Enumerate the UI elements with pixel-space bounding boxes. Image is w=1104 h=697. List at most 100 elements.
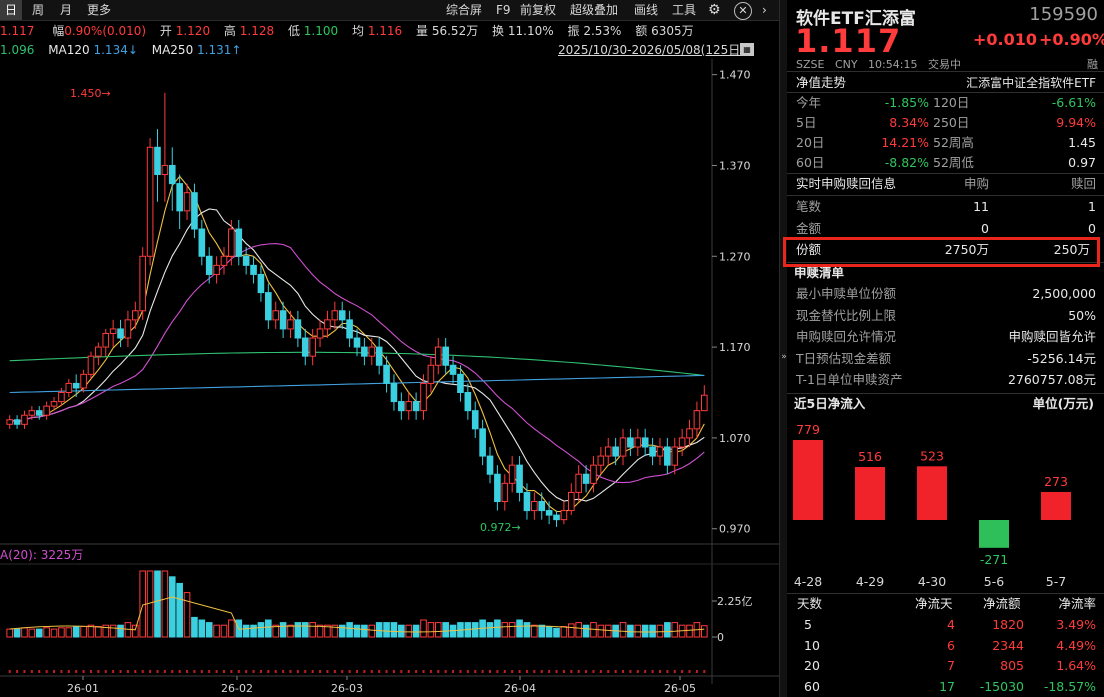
signal-marker [607,670,610,673]
tab-day[interactable]: 日 [0,0,22,20]
signal-marker [570,670,573,673]
perf-label: 5日 [796,115,817,130]
stat-header-days: 天数 [797,596,823,611]
chart-mode-icon[interactable]: ▦ [740,43,754,56]
candle-body [361,346,368,357]
stat-header-amount: 净流额 [983,596,1021,611]
tab-month[interactable]: 月 [59,3,72,17]
highlight-box [783,237,1100,267]
kline-chart[interactable]: 1.470 1.370 1.270 1.170 1.070 0.970 0 2.25亿 1.4… [0,59,780,697]
candle-body [183,192,191,212]
candle-body [117,328,124,339]
tab-more[interactable]: 更多 [86,3,111,17]
nav-desc: 汇添富中证全指软件ETF [966,76,1096,90]
candle-body [686,428,693,439]
collapse-icon[interactable]: » [781,352,787,362]
volume-bar [545,626,553,638]
date-range[interactable]: 2025/10/30-2026/05/08(125日) [558,43,745,57]
signal-marker [629,670,632,673]
signal-marker [415,670,418,673]
signal-marker [289,670,292,673]
volume-bar [375,622,383,638]
volume-bar [324,624,331,638]
f9-button[interactable]: F9 [496,3,511,17]
volume-bar [619,622,627,638]
close-icon[interactable]: ✕ [734,2,752,20]
signal-marker [267,670,270,673]
signal-marker [296,670,299,673]
signal-marker [304,670,307,673]
signal-marker [245,670,248,673]
composite-screen-button[interactable]: 综合屏 [446,3,483,17]
volume-bar [28,628,36,638]
candle-body [501,482,509,502]
list-value: 申购赎回皆允许 [1008,329,1096,344]
tools-button[interactable]: 工具 [672,3,697,17]
perf-value: 0.97 [1068,155,1096,170]
volume-bar [6,628,14,638]
candle-body [95,346,102,357]
panel-divider[interactable]: » [779,0,788,697]
signal-marker [444,670,447,673]
candle-body [198,228,206,257]
open-label: 开 [159,24,172,38]
tab-week[interactable]: 周 [31,3,44,17]
signal-marker [503,670,506,673]
volume-bar [597,624,605,638]
candle-body [168,164,176,185]
last-price: 1.117 [0,24,35,38]
draw-line-button[interactable]: 画线 [634,3,659,17]
stat-header-count: 净流天 [915,596,953,611]
list-value: 2,500,000 [1032,286,1096,301]
volume-bar [361,624,368,638]
avg-value: 1.116 [367,24,403,38]
date-tick-label: 26-03 [331,682,363,695]
stat-row: 60 17 -15030 -18.57% [787,677,1104,697]
volume-bar [442,622,449,638]
list-label: 申购赎回允许情况 [796,329,897,344]
list-label: T日预估现金差额 [796,350,892,366]
candle-body [427,364,435,384]
volume-bar [420,619,427,638]
nav-row[interactable]: 净值走势 汇添富中证全指软件ETF [787,73,1104,93]
perf-label: 250日 [933,115,970,130]
candle-body [612,446,619,457]
list-title: 申赎清单 [794,265,845,280]
volume-bar [641,624,649,638]
high-value: 1.128 [239,24,275,38]
perf-row: 5日 8.34% 250日 9.94% [787,113,1104,133]
date-tick-label: 26-02 [221,682,253,695]
stat-days: 5 [804,617,812,632]
signal-marker [222,670,225,673]
sr-header: 实时申购赎回信息 申购 赎回 [787,174,1104,194]
volume-bar [220,624,228,638]
sr-label: 份额 [796,242,822,257]
signal-marker [577,670,580,673]
date-tick-label: 26-01 [67,682,99,695]
signal-marker [592,670,595,673]
amount-value: 6305万 [651,24,694,38]
volume-bar [198,619,206,638]
candle-body [265,292,272,321]
inflow-value: 523 [920,448,944,463]
signal-marker [489,670,492,673]
gear-icon[interactable]: ⚙ [708,2,721,18]
volume-bar [671,622,679,638]
perf-value: -8.82% [884,155,929,170]
stat-count: 4 [947,617,955,632]
signal-marker [614,670,617,673]
perf-row: 今年 -1.85% 120日 -6.61% [787,93,1104,113]
candle-body [538,500,546,512]
volume-bar [582,624,590,638]
adjust-button[interactable]: 前复权 [520,3,557,17]
signal-marker [89,670,92,673]
chevron-right-icon[interactable]: › [762,3,767,17]
ma-line [9,374,705,394]
volume-bar [664,622,671,638]
sr-purchase-value: 0 [981,221,989,236]
volume-bar [272,624,280,638]
change-value: 0.90%(0.010) [64,24,147,38]
super-overlay-button[interactable]: 超级叠加 [570,3,619,17]
volume-bar [604,624,612,638]
candle-body [35,410,43,416]
